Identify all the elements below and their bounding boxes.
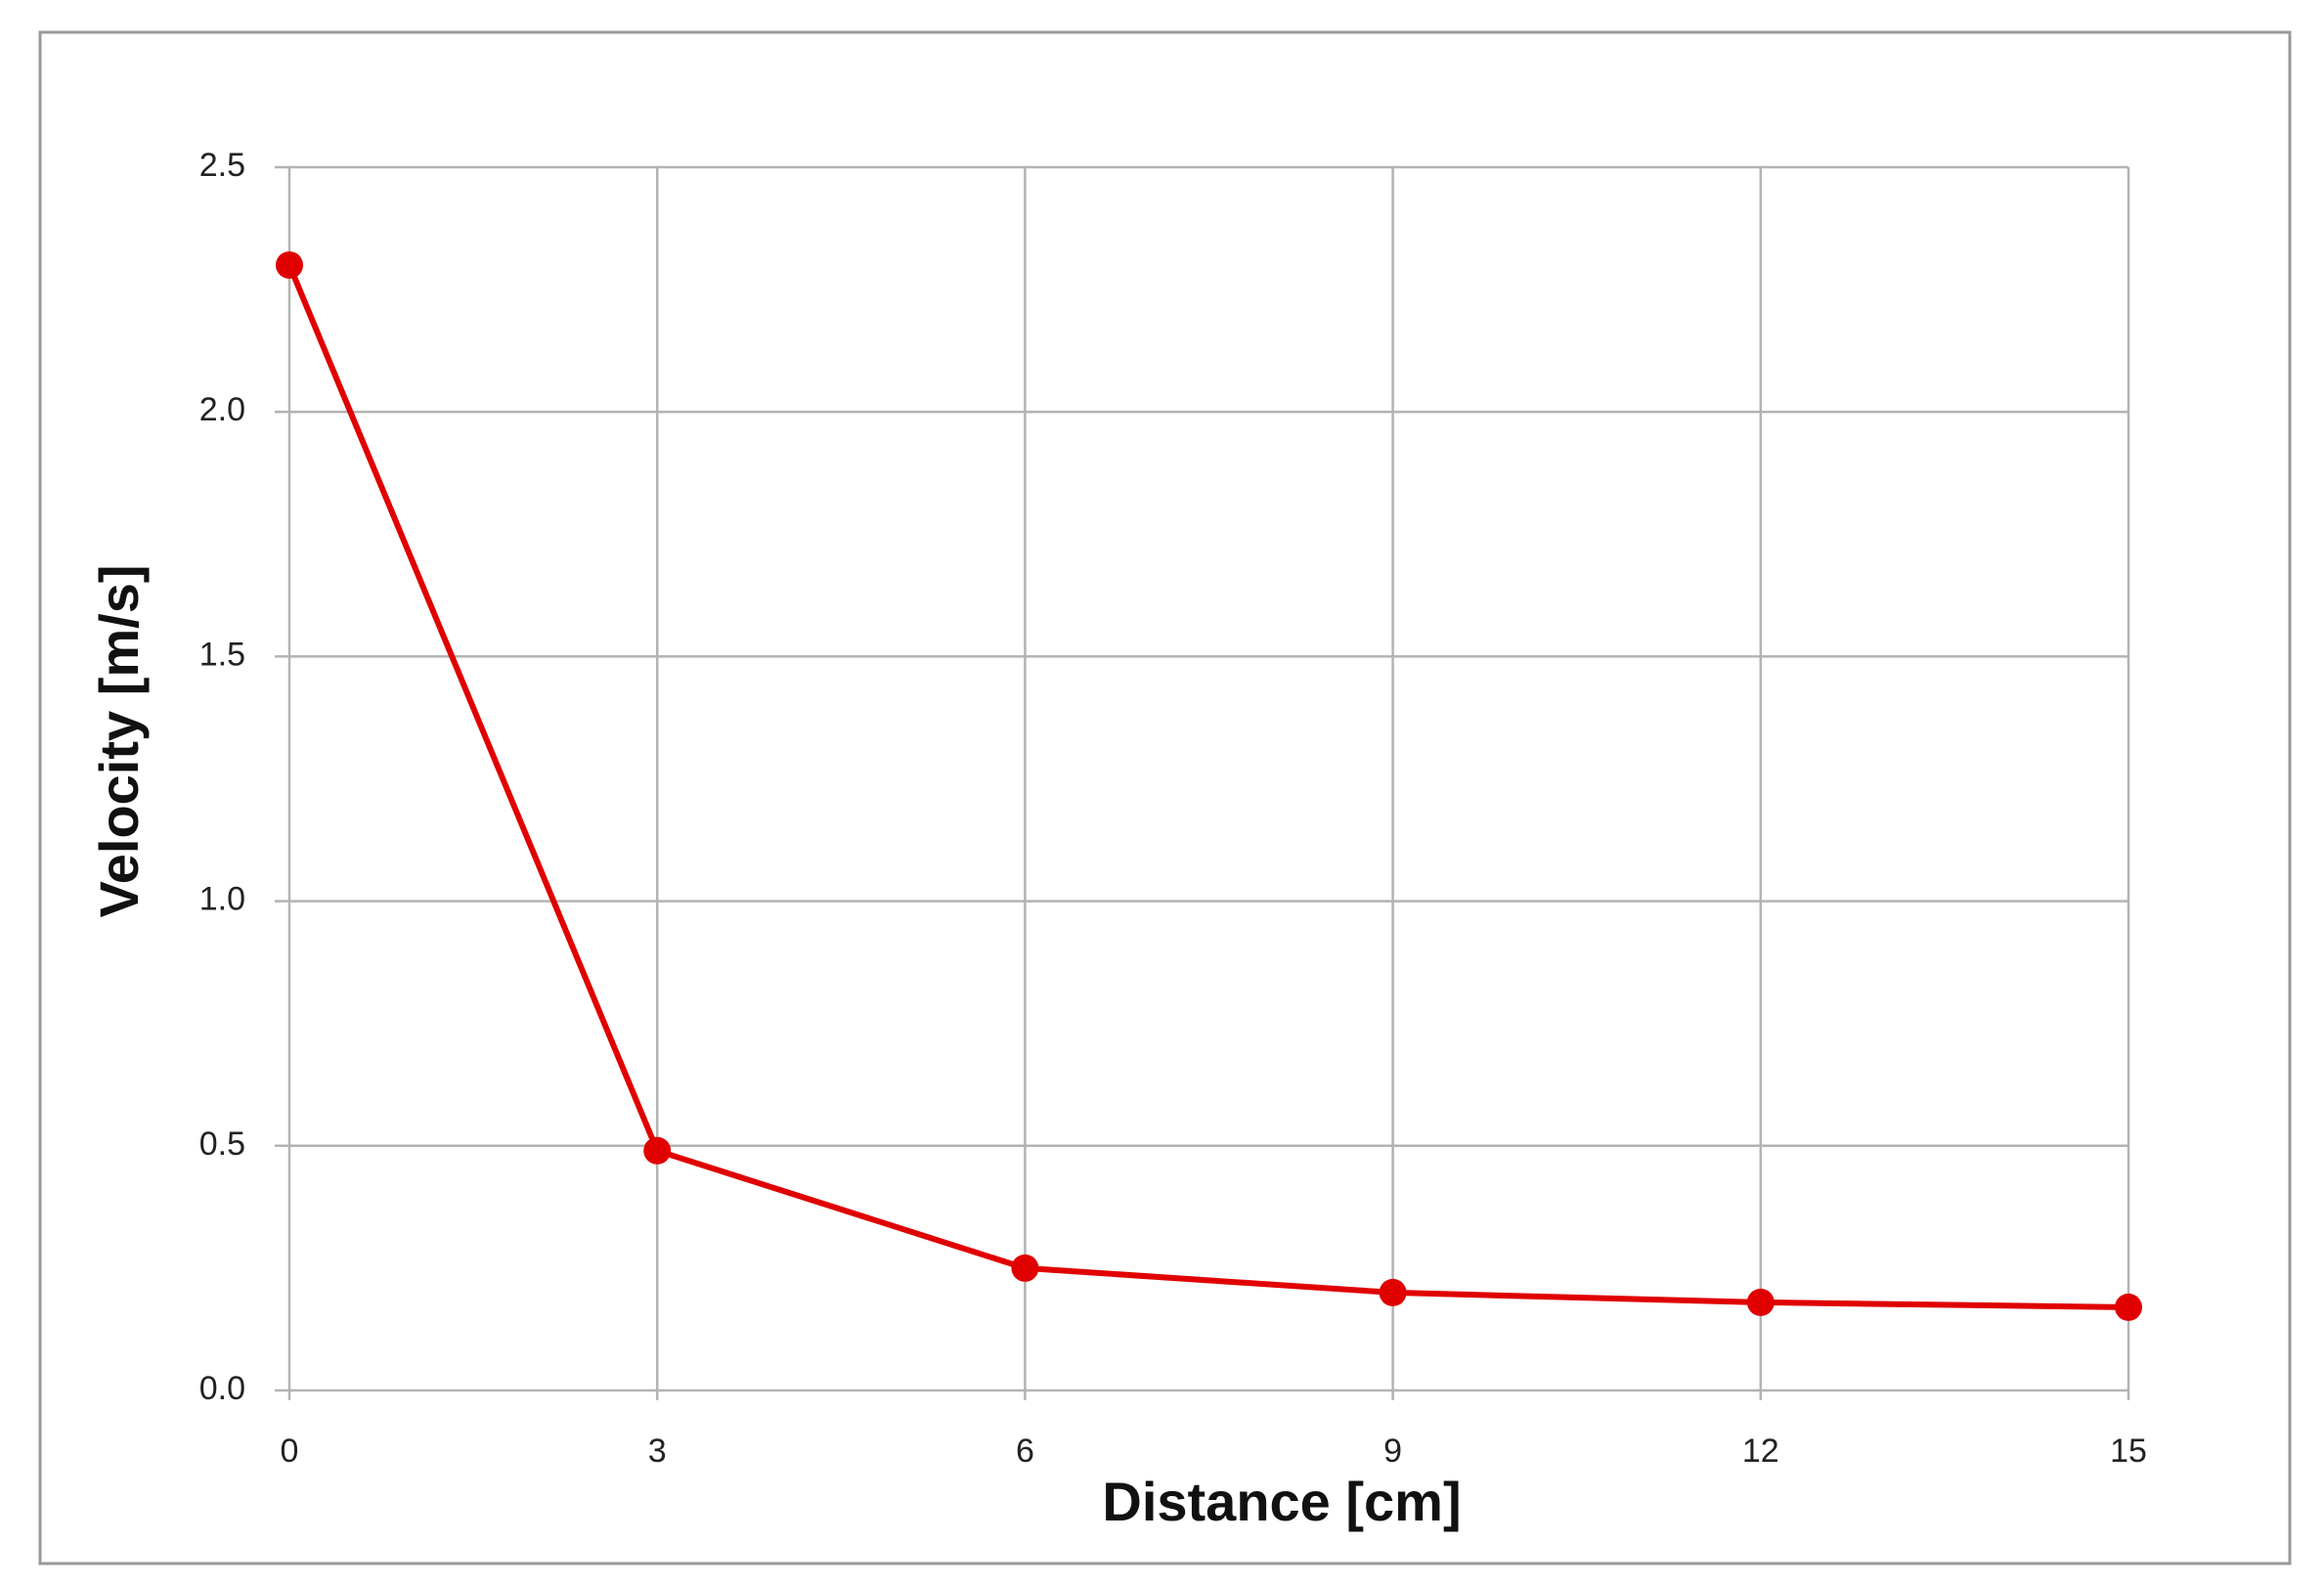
chart-frame xyxy=(38,30,2292,1565)
x-tick-label: 6 xyxy=(1016,1432,1034,1470)
data-point xyxy=(1379,1278,1407,1306)
x-tick-label: 12 xyxy=(1742,1432,1779,1470)
data-point xyxy=(1746,1288,1775,1316)
y-axis-title: Velocity [m/s] xyxy=(88,564,150,917)
data-point xyxy=(643,1136,672,1165)
y-tick-label: 1.0 xyxy=(199,881,245,918)
x-tick-label: 0 xyxy=(281,1432,299,1470)
y-tick-label: 2.0 xyxy=(199,391,245,428)
y-tick-label: 0.0 xyxy=(199,1370,245,1407)
y-tick-label: 1.5 xyxy=(199,636,245,673)
y-tick-label: 0.5 xyxy=(199,1125,245,1163)
data-point xyxy=(2115,1293,2142,1321)
data-point xyxy=(276,251,303,280)
x-tick-label: 15 xyxy=(2110,1432,2147,1470)
x-tick-label: 3 xyxy=(648,1432,667,1470)
x-axis-title: Distance [cm] xyxy=(1102,1471,1461,1532)
data-line xyxy=(286,263,2129,1310)
data-point xyxy=(1011,1254,1039,1282)
x-tick-label: 9 xyxy=(1383,1432,1402,1470)
y-tick-label: 2.5 xyxy=(199,147,245,184)
